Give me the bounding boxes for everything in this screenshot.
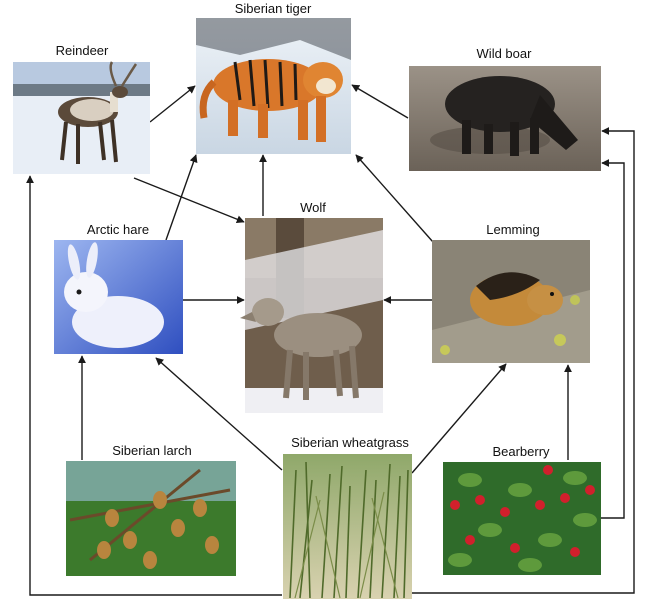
arctic-hare-label: Arctic hare bbox=[87, 222, 149, 237]
node-lemming: Lemming bbox=[432, 222, 590, 363]
wild-boar-label: Wild boar bbox=[477, 46, 533, 61]
arrow-siberian-wheatgrass-to-reindeer bbox=[26, 175, 282, 596]
reindeer-label: Reindeer bbox=[56, 43, 109, 58]
arrow-wild-boar-to-siberian-tiger bbox=[351, 84, 409, 119]
arrow-reindeer-to-wolf bbox=[133, 177, 245, 224]
siberian-wheatgrass-image bbox=[283, 454, 412, 599]
arrow-siberian-wheatgrass-to-arctic-hare bbox=[155, 357, 283, 471]
siberian-larch-label: Siberian larch bbox=[112, 443, 192, 458]
node-wolf: Wolf bbox=[240, 200, 383, 413]
arrow-siberian-wheatgrass-to-lemming bbox=[411, 363, 507, 474]
siberian-larch-image bbox=[66, 461, 236, 576]
node-siberian-wheatgrass: Siberian wheatgrass bbox=[283, 435, 412, 599]
wolf-image bbox=[240, 218, 383, 413]
arrow-siberian-wheatgrass-to-wild-boar bbox=[412, 127, 635, 594]
lemming-label: Lemming bbox=[486, 222, 539, 237]
bearberry-label: Bearberry bbox=[492, 444, 550, 459]
bearberry-image bbox=[443, 462, 601, 575]
arctic-hare-image bbox=[54, 240, 183, 354]
arrows bbox=[26, 84, 635, 596]
wolf-label: Wolf bbox=[300, 200, 326, 215]
node-bearberry: Bearberry bbox=[443, 444, 601, 575]
node-arctic-hare: Arctic hare bbox=[54, 222, 183, 354]
arrow-bearberry-to-wild-boar bbox=[601, 159, 625, 519]
arrow-lemming-to-siberian-tiger bbox=[355, 154, 434, 243]
arrow-reindeer-to-siberian-tiger bbox=[149, 85, 196, 123]
siberian-wheatgrass-label: Siberian wheatgrass bbox=[291, 435, 409, 450]
arrow-arctic-hare-to-siberian-tiger bbox=[165, 154, 198, 241]
reindeer-image bbox=[13, 61, 150, 174]
node-reindeer: Reindeer bbox=[13, 43, 150, 174]
node-siberian-tiger: Siberian tiger bbox=[196, 1, 351, 154]
siberian-tiger-image bbox=[196, 18, 351, 154]
node-wild-boar: Wild boar bbox=[409, 46, 601, 171]
siberian-tiger-label: Siberian tiger bbox=[235, 1, 312, 16]
lemming-image bbox=[432, 240, 590, 363]
wild-boar-image bbox=[409, 66, 601, 171]
node-siberian-larch: Siberian larch bbox=[66, 443, 236, 576]
